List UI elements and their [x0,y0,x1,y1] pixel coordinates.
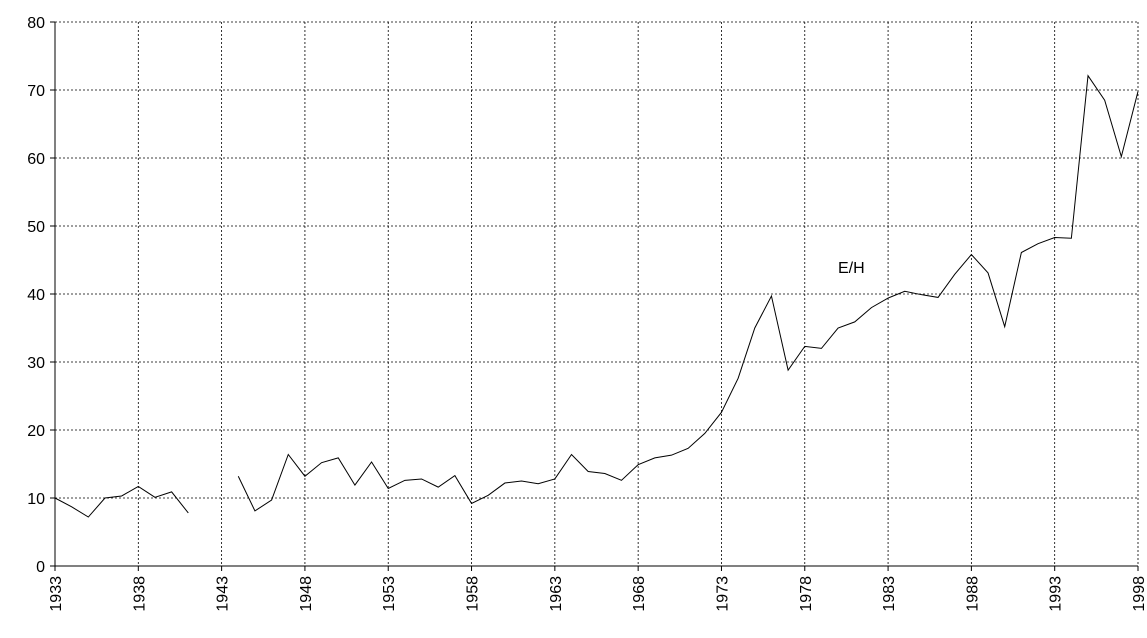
y-tick-label: 40 [27,287,45,304]
x-tick-label: 1978 [798,576,815,612]
x-tick-label: 1948 [298,576,315,612]
x-tick-label: 1973 [714,576,731,612]
y-tick-label: 20 [27,423,45,440]
x-tick-label: 1943 [215,576,232,612]
y-tick-label: 70 [27,83,45,100]
x-tick-label: 1938 [131,576,148,612]
x-tick-label: 1963 [548,576,565,612]
y-tick-label: 80 [27,15,45,32]
data-line [54,74,1139,518]
x-tick-label: 1988 [964,576,981,612]
x-tick-label: 1968 [631,576,648,612]
x-tick-label: 1953 [381,576,398,612]
y-tick-label: 60 [27,151,45,168]
x-tick-label: 1998 [1131,576,1147,612]
y-tick-label: 10 [27,491,45,508]
x-tick-label: 1933 [48,576,65,612]
y-tick-label: 0 [36,559,45,576]
x-tick-label: 1958 [465,576,482,612]
y-tick-label: 50 [27,219,45,236]
x-tick-label: 1993 [1048,576,1065,612]
annotation: E/H [838,260,865,277]
x-tick-label: 1983 [881,576,898,612]
y-tick-label: 30 [27,355,45,372]
